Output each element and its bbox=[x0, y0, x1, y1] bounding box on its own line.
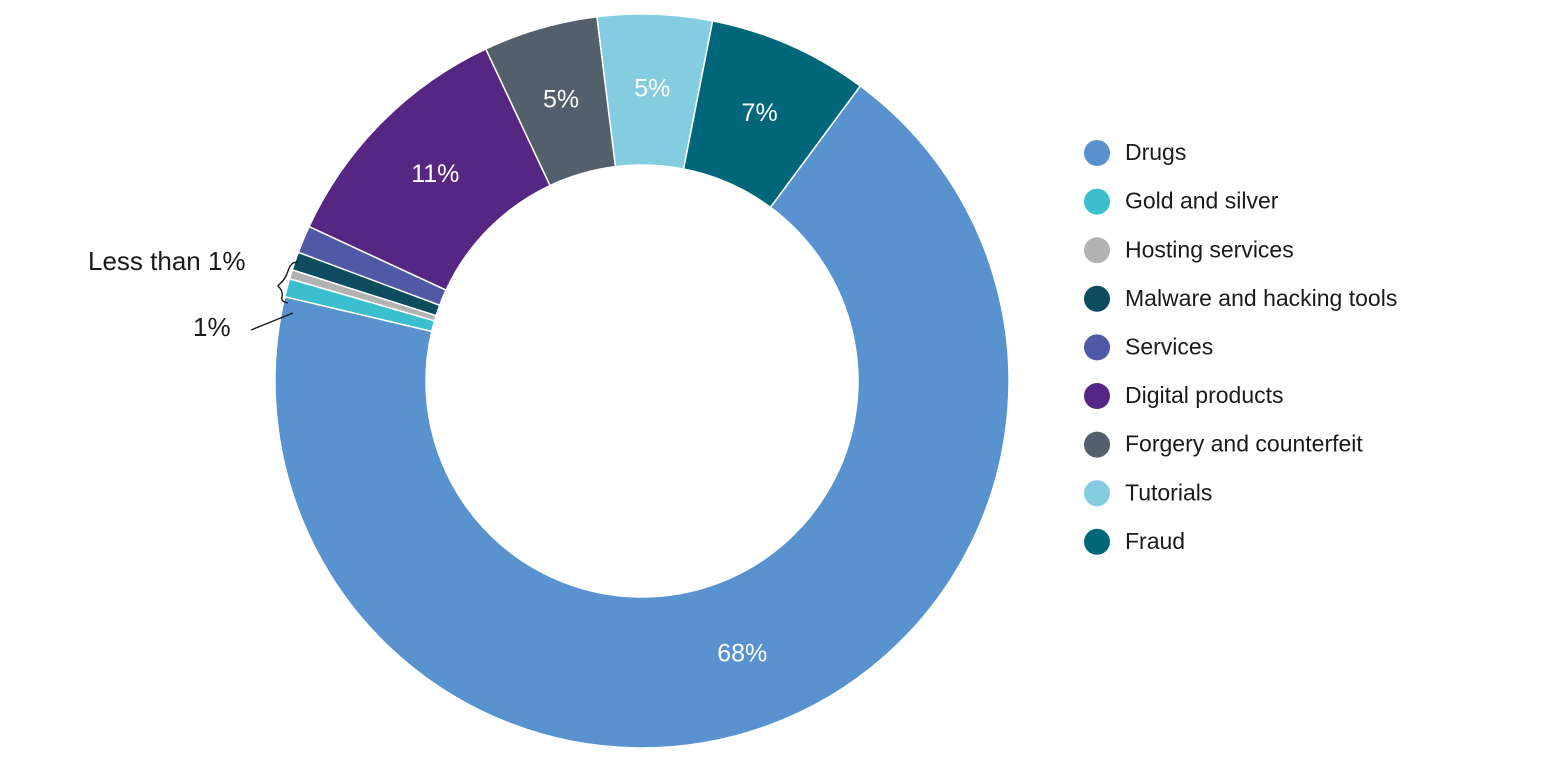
annotation-brace bbox=[277, 261, 299, 304]
legend-item-fraud: Fraud bbox=[1084, 528, 1185, 555]
legend-label-tutorials: Tutorials bbox=[1125, 479, 1212, 505]
legend-item-tutorials: Tutorials bbox=[1084, 479, 1212, 507]
slice-label-drugs: 68% bbox=[717, 639, 767, 667]
slice-drugs bbox=[274, 84, 1010, 749]
legend-swatch-services bbox=[1084, 334, 1110, 361]
legend-label-malware-and-hacking-tools: Malware and hacking tools bbox=[1125, 285, 1397, 311]
legend-swatch-tutorials bbox=[1084, 480, 1110, 507]
legend-label-gold-and-silver: Gold and silver bbox=[1125, 188, 1279, 214]
legend-swatch-malware-and-hacking-tools bbox=[1084, 285, 1110, 312]
legend-swatch-hosting-services bbox=[1084, 237, 1110, 264]
legend-label-forgery-and-counterfeit: Forgery and counterfeit bbox=[1125, 431, 1363, 457]
legend: Drugs Gold and silver Hosting services Malw… bbox=[1084, 139, 1397, 555]
donut-slice-labels: 68% 11% 5% 5% 7% bbox=[411, 74, 777, 667]
legend-swatch-fraud bbox=[1084, 528, 1110, 555]
legend-swatch-digital-products bbox=[1084, 383, 1110, 409]
legend-item-hosting-services: Hosting services bbox=[1084, 236, 1294, 264]
legend-item-malware-and-hacking-tools: Malware and hacking tools bbox=[1084, 285, 1397, 312]
slice-label-tutorials: 5% bbox=[634, 74, 670, 102]
legend-label-digital-products: Digital products bbox=[1125, 382, 1284, 408]
legend-item-drugs: Drugs bbox=[1084, 139, 1186, 166]
legend-swatch-gold-and-silver bbox=[1084, 188, 1110, 215]
slice-fraud bbox=[682, 19, 862, 209]
legend-swatch-forgery-and-counterfeit bbox=[1084, 431, 1110, 458]
legend-item-gold-and-silver: Gold and silver bbox=[1084, 188, 1279, 215]
legend-swatch-drugs bbox=[1084, 140, 1110, 166]
legend-label-fraud: Fraud bbox=[1125, 528, 1185, 554]
small-slice-annotations: Less than 1% 1% bbox=[88, 246, 299, 342]
legend-label-hosting-services: Hosting services bbox=[1125, 236, 1294, 262]
legend-item-digital-products: Digital products bbox=[1084, 382, 1284, 409]
legend-item-services: Services bbox=[1084, 333, 1213, 361]
annotation-1-percent: 1% bbox=[193, 312, 231, 342]
annotation-less-than-1-percent: Less than 1% bbox=[88, 246, 246, 276]
donut-slices bbox=[274, 13, 1010, 749]
slice-label-digital-products: 11% bbox=[411, 160, 459, 188]
legend-label-services: Services bbox=[1125, 333, 1213, 359]
legend-label-drugs: Drugs bbox=[1125, 139, 1186, 165]
legend-item-forgery-and-counterfeit: Forgery and counterfeit bbox=[1084, 431, 1363, 458]
annotation-1-percent-leader bbox=[250, 312, 294, 331]
slice-label-fraud: 7% bbox=[742, 99, 778, 127]
slice-label-forgery-and-counterfeit: 5% bbox=[543, 86, 579, 114]
